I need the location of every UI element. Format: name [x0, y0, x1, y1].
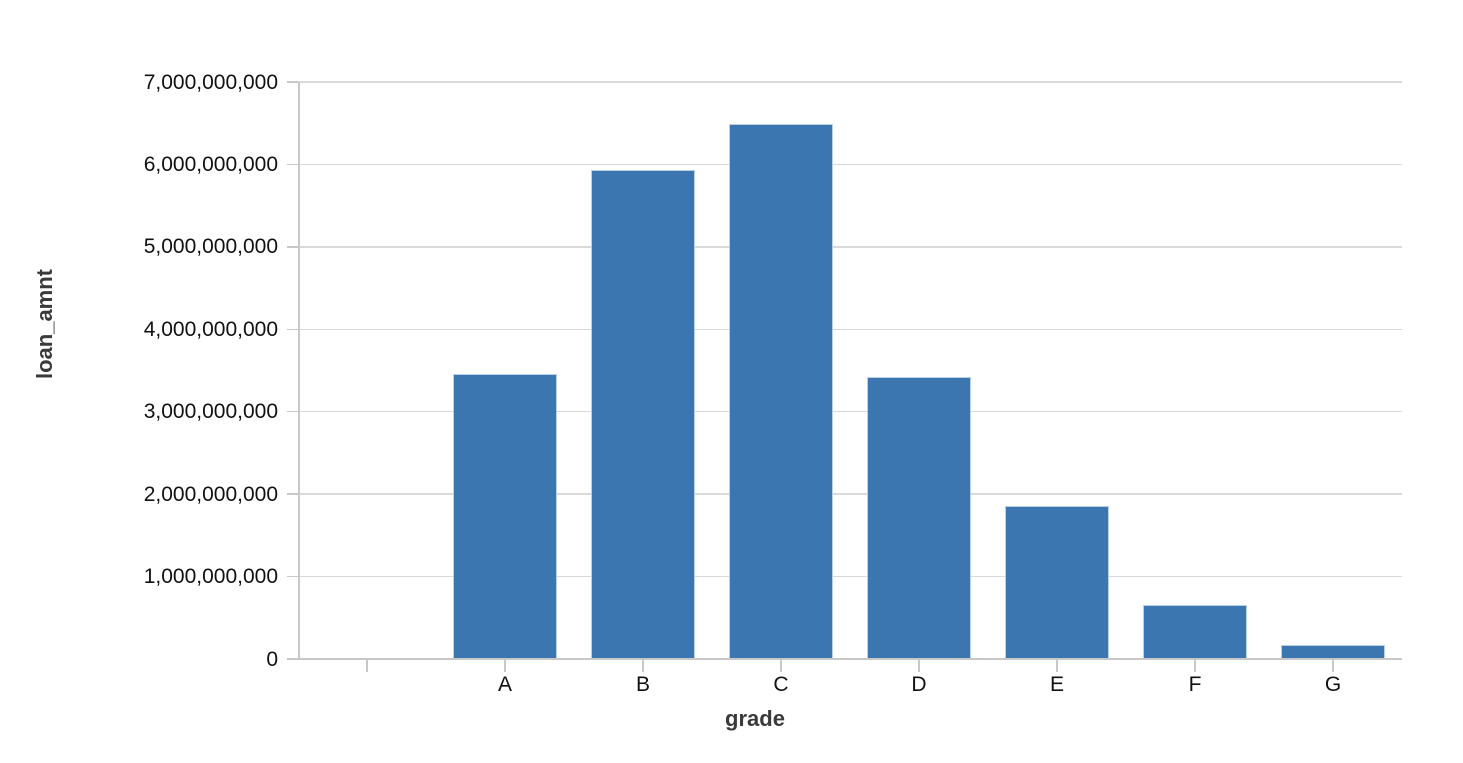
y-axis-line [298, 82, 300, 659]
x-tick-label: G [1324, 673, 1342, 696]
gridline [298, 81, 1402, 83]
gridline [298, 328, 1402, 331]
y-axis-tick [287, 81, 298, 83]
x-tick-label: B [635, 673, 650, 696]
bar-D [867, 377, 971, 659]
y-axis-tick [287, 246, 298, 248]
y-tick-label: 7,000,000,000 [143, 70, 278, 94]
y-axis-tick [287, 658, 298, 660]
gridline [298, 246, 1402, 248]
bar-F [1143, 604, 1247, 659]
x-axis-line [298, 658, 1402, 660]
x-tick-label: C [773, 673, 789, 696]
x-tick-label: F [1188, 673, 1202, 696]
y-axis-tick [287, 493, 298, 495]
x-tick-label: A [497, 673, 512, 696]
x-axis-tick [918, 660, 920, 672]
bar-C [729, 124, 833, 659]
y-tick-label: 5,000,000,000 [143, 235, 278, 259]
y-axis-title: loan_amnt [32, 268, 57, 380]
y-tick-label: 6,000,000,000 [143, 152, 278, 176]
bar-E [1005, 505, 1109, 659]
y-tick-label: 3,000,000,000 [143, 400, 278, 424]
x-axis-tick [1194, 660, 1196, 672]
x-axis-title: grade [725, 706, 785, 731]
y-axis-tick [287, 410, 298, 413]
x-tick-label: D [911, 673, 927, 696]
x-axis-tick [1332, 660, 1334, 672]
y-tick-label: 0 [266, 647, 278, 671]
bar-G [1281, 644, 1385, 659]
gridline [298, 410, 1402, 413]
gridline [298, 163, 1402, 166]
x-axis-tick [504, 660, 506, 672]
x-axis-tick [1056, 660, 1058, 672]
bar-A [453, 373, 557, 659]
x-axis-tick [642, 660, 644, 672]
y-tick-label: 1,000,000,000 [143, 565, 278, 589]
y-axis-tick [287, 163, 298, 166]
y-axis-tick [287, 575, 298, 578]
gridline [298, 575, 1402, 578]
y-tick-label: 4,000,000,000 [143, 317, 278, 341]
x-axis-tick [780, 660, 782, 672]
y-axis-tick [287, 328, 298, 331]
y-tick-label: 2,000,000,000 [143, 482, 278, 506]
gridline [298, 493, 1402, 495]
bar-B [591, 170, 695, 659]
x-tick-label: E [1049, 673, 1064, 696]
x-axis-tick [366, 660, 368, 672]
